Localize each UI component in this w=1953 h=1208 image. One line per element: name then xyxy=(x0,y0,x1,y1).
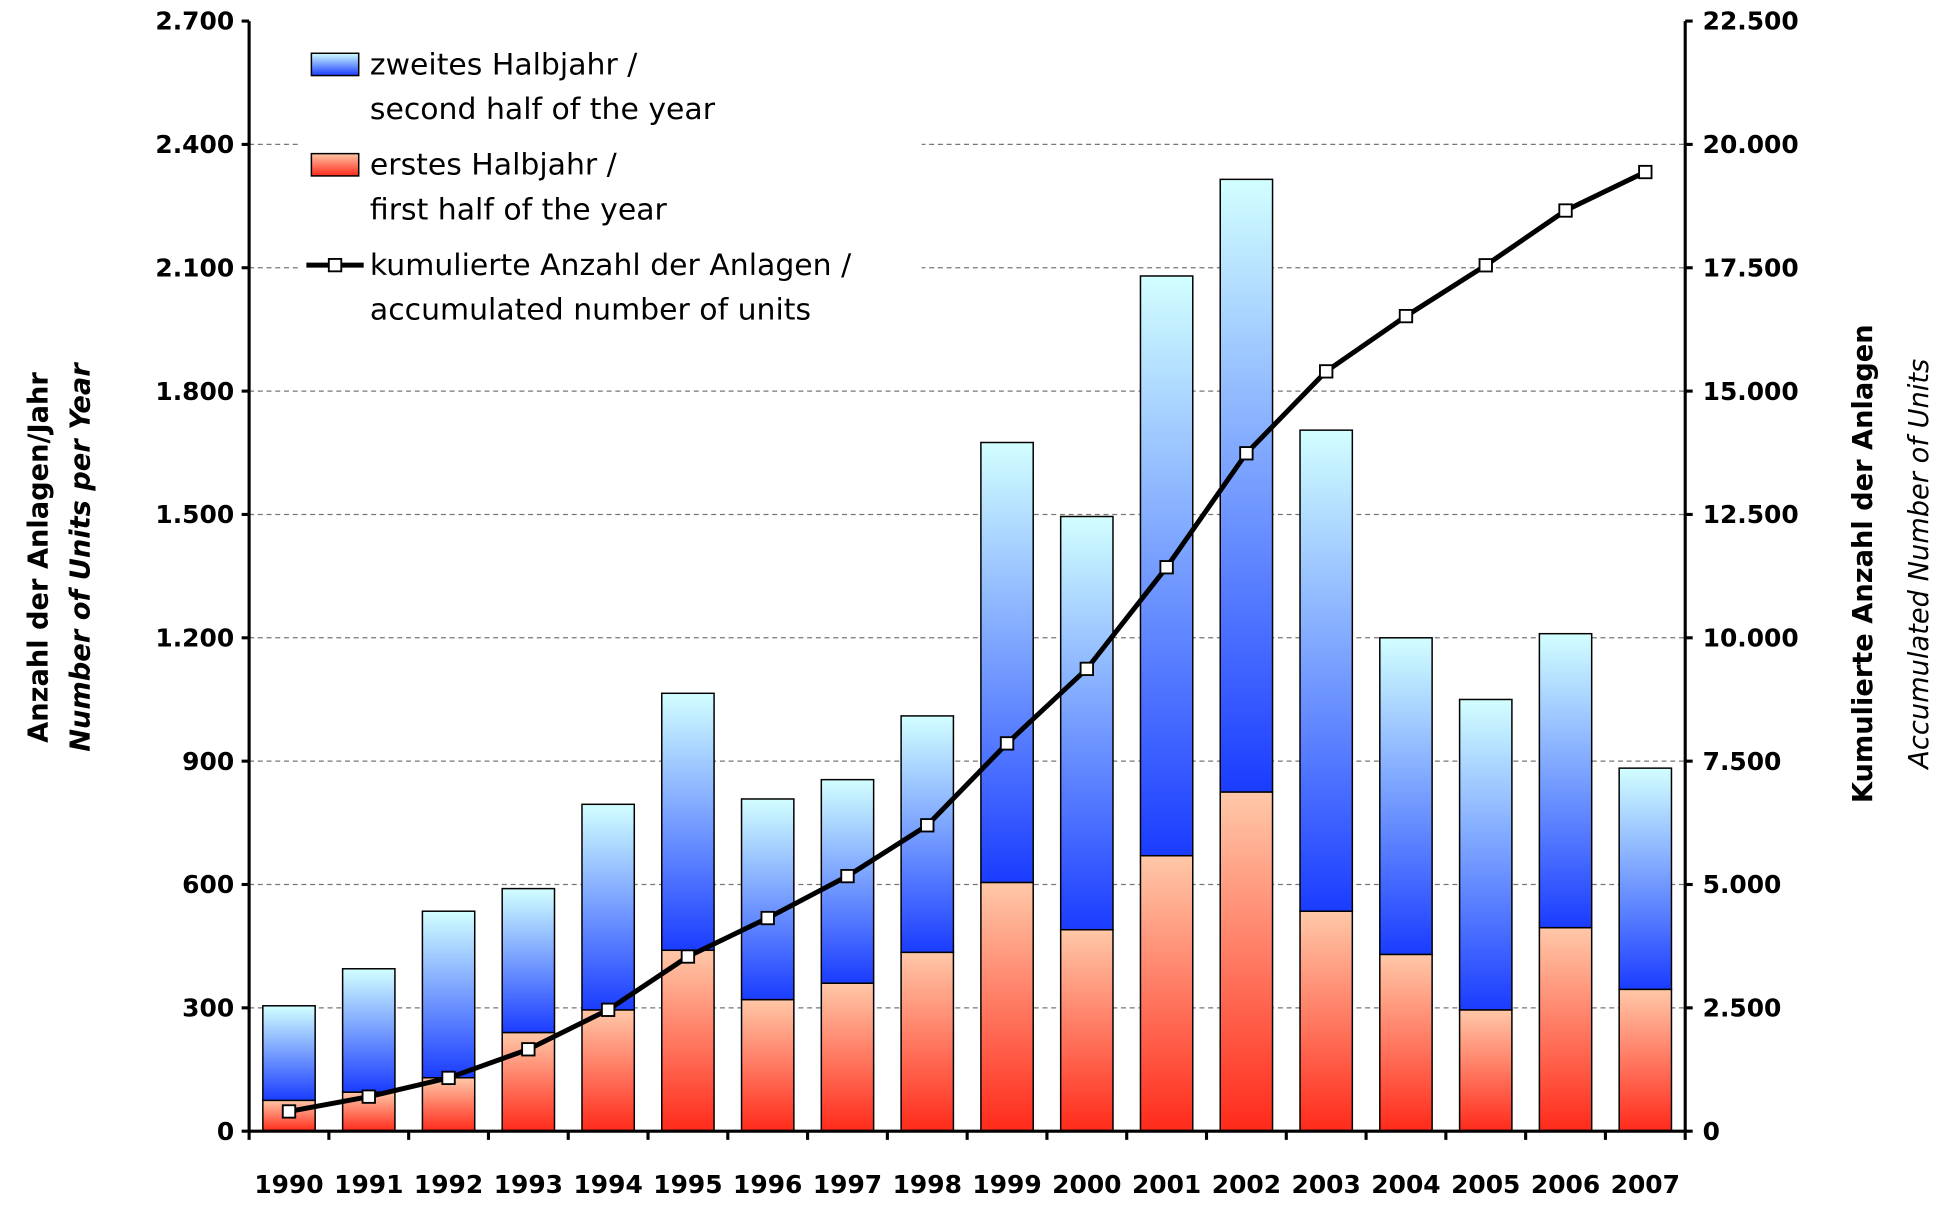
legend-label: erstes Halbjahr / first half of the year xyxy=(370,148,668,228)
bar-segment xyxy=(1299,429,1354,912)
x-tick-label: 2002 xyxy=(1212,1170,1281,1199)
y2-tick-label: 7.500 xyxy=(1703,747,1782,776)
bar-segment xyxy=(740,798,795,1001)
x-tick-label: 1990 xyxy=(254,1170,323,1199)
bar-segment xyxy=(1458,1009,1513,1132)
x-tick-label: 2001 xyxy=(1132,1170,1201,1199)
x-tick-label: 2000 xyxy=(1052,1170,1121,1199)
y-tick-label: 1.200 xyxy=(155,624,234,653)
bar-segment xyxy=(1458,698,1513,1011)
legend-box xyxy=(298,37,922,335)
line-marker xyxy=(680,949,696,964)
line-marker xyxy=(760,910,775,926)
bar-segment xyxy=(1379,637,1433,956)
bar-segment xyxy=(1538,926,1593,1132)
legend-label: zweites Halbjahr / second half of the yea… xyxy=(370,47,716,127)
x-tick-label: 1997 xyxy=(813,1170,882,1199)
bar-segment xyxy=(1059,515,1114,931)
y2-axis-subtitle: Accumulated Number of Units xyxy=(1904,359,1935,771)
legend-marker xyxy=(327,258,343,273)
x-tick-label: 1992 xyxy=(414,1170,483,1199)
x-tick-label: 1991 xyxy=(334,1170,403,1199)
y-tick-label: 2.700 xyxy=(155,7,234,36)
x-tick-label: 1994 xyxy=(573,1170,642,1199)
line-marker xyxy=(1079,661,1094,677)
y2-axis-title: Kumulierte Anzahl der Anlagen xyxy=(1848,324,1879,803)
y2-tick-label: 2.500 xyxy=(1703,994,1782,1023)
y-axis-subtitle: Number of Units per Year xyxy=(66,362,97,752)
bar-segment xyxy=(740,998,795,1132)
bar-segment xyxy=(1139,854,1194,1132)
x-tick-label: 1993 xyxy=(494,1170,563,1199)
line-marker xyxy=(1638,164,1653,180)
bar-segment xyxy=(262,1005,316,1102)
bar-segment xyxy=(1618,767,1673,991)
y-tick-label: 0 xyxy=(217,1117,234,1146)
y-tick-label: 1.800 xyxy=(155,377,234,406)
x-tick-label: 1995 xyxy=(653,1170,722,1199)
bar-segment xyxy=(341,968,396,1093)
bar-segment xyxy=(501,887,556,1034)
y-tick-label: 1.500 xyxy=(155,500,234,529)
y-tick-label: 300 xyxy=(182,994,234,1023)
line-marker xyxy=(361,1089,376,1104)
bar-segment xyxy=(1299,910,1354,1132)
y-tick-label: 600 xyxy=(182,870,234,899)
y2-tick-label: 22.500 xyxy=(1703,7,1799,36)
y2-tick-label: 0 xyxy=(1703,1117,1720,1146)
x-tick-label: 1998 xyxy=(893,1170,962,1199)
line-marker xyxy=(600,1002,616,1017)
line-marker xyxy=(920,818,935,833)
bar-segment xyxy=(1059,928,1114,1132)
line-marker xyxy=(441,1070,456,1086)
y-tick-label: 900 xyxy=(182,747,234,776)
bar-segment xyxy=(581,803,636,1011)
line-marker xyxy=(281,1104,297,1119)
y2-tick-label: 12.500 xyxy=(1703,500,1799,529)
bar-segment xyxy=(1219,791,1274,1132)
bar-segment xyxy=(661,949,715,1132)
bar-segment xyxy=(1538,632,1593,929)
x-tick-label: 1999 xyxy=(972,1170,1041,1199)
y2-tick-label: 20.000 xyxy=(1703,130,1799,159)
legend-swatch xyxy=(310,152,360,177)
line-marker xyxy=(1159,560,1174,575)
y2-tick-label: 15.000 xyxy=(1703,377,1799,406)
x-tick-label: 2007 xyxy=(1611,1170,1680,1199)
y-tick-label: 2.100 xyxy=(155,253,234,282)
bar-segment xyxy=(1219,178,1274,793)
x-tick-label: 1996 xyxy=(733,1170,802,1199)
line-marker xyxy=(1478,258,1493,273)
bar-segment xyxy=(581,1009,636,1132)
x-tick-label: 2004 xyxy=(1371,1170,1440,1199)
bar-segment xyxy=(900,951,955,1132)
y-axis-title: Anzahl der Anlagen/Jahr xyxy=(23,372,54,743)
bar-segment xyxy=(421,910,476,1079)
y2-tick-label: 10.000 xyxy=(1703,624,1799,653)
line xyxy=(288,169,1647,1114)
bar-segment xyxy=(1379,953,1433,1132)
legend-swatch xyxy=(310,52,360,77)
x-tick-label: 2006 xyxy=(1531,1170,1600,1199)
bar-segment xyxy=(661,692,715,952)
line-marker xyxy=(999,736,1015,751)
x-tick-label: 2005 xyxy=(1451,1170,1520,1199)
x-tick-label: 2003 xyxy=(1292,1170,1361,1199)
line-marker xyxy=(1398,308,1414,324)
line-marker xyxy=(1558,203,1573,218)
bar-segment xyxy=(1618,988,1673,1132)
bar-segment xyxy=(820,982,875,1132)
line-marker xyxy=(521,1042,536,1057)
line-marker xyxy=(1239,446,1254,461)
line-marker xyxy=(1319,364,1334,379)
legend-label: kumulierte Anzahl der Anlagen / accumulat… xyxy=(370,248,852,328)
line-marker xyxy=(840,868,855,884)
y-tick-label: 2.400 xyxy=(155,130,234,159)
y2-tick-label: 5.000 xyxy=(1703,870,1782,899)
bar-segment xyxy=(980,881,1034,1132)
y2-tick-label: 17.500 xyxy=(1703,253,1799,282)
bar-segment xyxy=(421,1076,476,1132)
bar-segment xyxy=(980,441,1034,884)
